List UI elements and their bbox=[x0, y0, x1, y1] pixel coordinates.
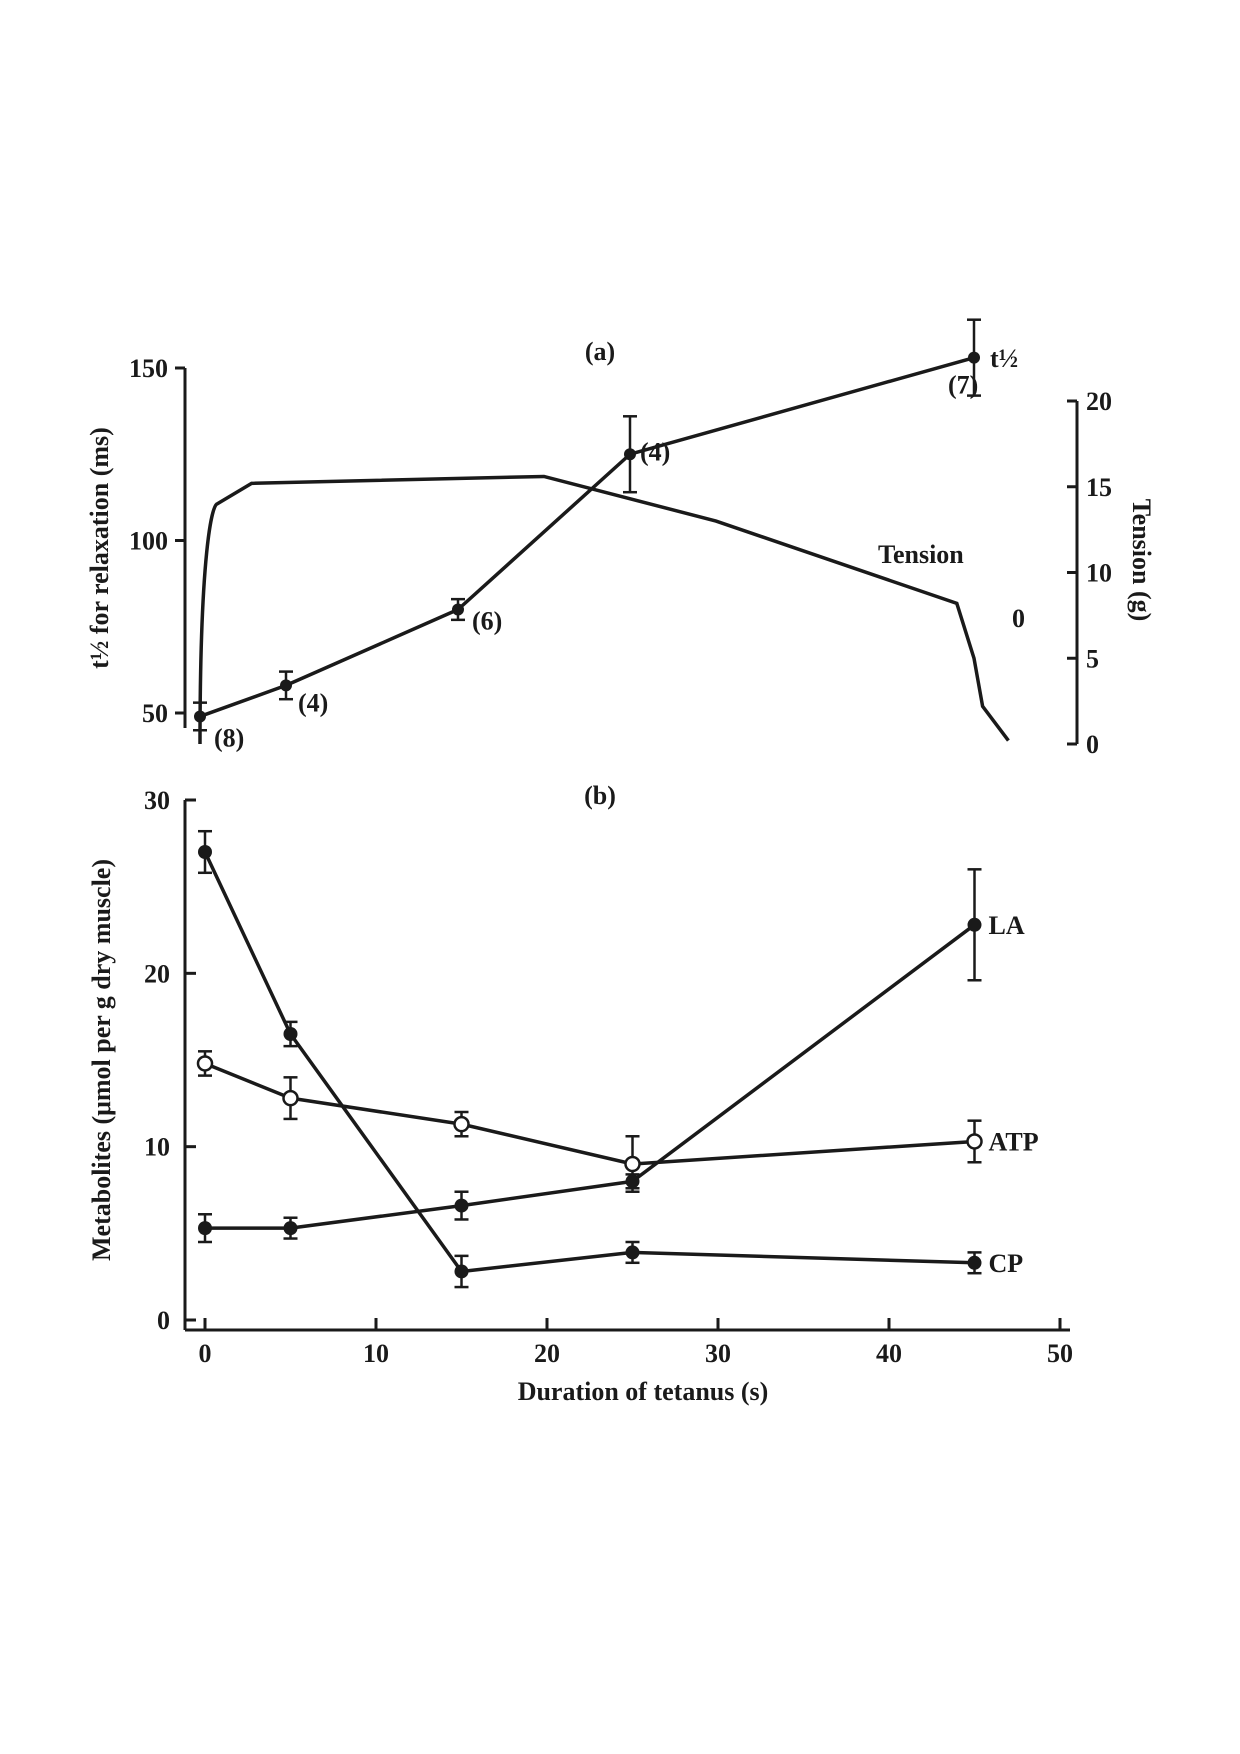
t-half-count-label: (4) bbox=[640, 437, 670, 466]
panel-b-x-tick-label: 20 bbox=[534, 1339, 560, 1368]
cp-point bbox=[967, 1255, 982, 1270]
panel-a-y-tick-label: 150 bbox=[129, 354, 168, 383]
la-series-label: LA bbox=[989, 911, 1025, 940]
panel-a-title: (a) bbox=[585, 337, 615, 366]
panel-b-x-tick-label: 50 bbox=[1047, 1339, 1073, 1368]
t-half-point bbox=[280, 679, 292, 692]
cp-point bbox=[454, 1264, 469, 1279]
panel-a: (a) 50 100 150 0 5 10 15 20 (8) (4) (6) (4) (7) Te… bbox=[85, 318, 1156, 759]
t-half-count-label: (4) bbox=[298, 688, 328, 717]
cp-point bbox=[283, 1027, 298, 1041]
cp-point bbox=[625, 1245, 640, 1260]
panel-a-y2-tick-label: 10 bbox=[1086, 559, 1112, 588]
panel-a-y-label: t½ for relaxation (ms) bbox=[85, 427, 114, 669]
panel-b-x-tick-label: 40 bbox=[876, 1339, 902, 1368]
panel-a-y2-label: Tension (g) bbox=[1127, 499, 1156, 622]
la-point bbox=[283, 1221, 298, 1236]
atp-point bbox=[282, 1089, 299, 1107]
panel-b-title: (b) bbox=[584, 781, 616, 810]
panel-b-y-tick-label: 0 bbox=[157, 1306, 170, 1335]
panel-b-y-tick-label: 30 bbox=[144, 786, 170, 815]
t-half-series: (8) (4) (6) (4) (7) bbox=[193, 318, 981, 752]
panel-b-x-label: Duration of tetanus (s) bbox=[518, 1377, 769, 1406]
panel-a-y-tick-label: 100 bbox=[129, 527, 168, 556]
panel-b-x-tick-label: 30 bbox=[705, 1339, 731, 1368]
cp-series-label: CP bbox=[989, 1249, 1024, 1278]
atp-series-label: ATP bbox=[989, 1127, 1039, 1156]
t-half-label: t½ bbox=[990, 344, 1018, 373]
panel-a-y2-ticks: 0 5 10 15 20 bbox=[1067, 387, 1112, 759]
panel-b-x-ticks: 0 10 20 30 40 50 bbox=[199, 1318, 1073, 1368]
tension-zero-label: 0 bbox=[1012, 604, 1025, 633]
tension-curve bbox=[198, 474, 1010, 745]
panel-a-y2-tick-label: 15 bbox=[1086, 473, 1112, 502]
panel-b-x-tick-label: 10 bbox=[363, 1339, 389, 1368]
atp-point bbox=[453, 1115, 470, 1133]
t-half-point bbox=[624, 448, 636, 461]
atp-point bbox=[196, 1055, 214, 1072]
panel-b-x-tick-label: 0 bbox=[199, 1339, 212, 1368]
cp-line bbox=[203, 851, 975, 1274]
panel-b-y-tick-label: 20 bbox=[144, 959, 170, 988]
la-point bbox=[454, 1198, 469, 1213]
panel-b-y-label: Metabolites (μmol per g dry muscle) bbox=[87, 859, 116, 1261]
t-half-count-label: (7) bbox=[948, 371, 978, 400]
panel-a-y2-tick-label: 5 bbox=[1086, 644, 1099, 673]
panel-b: (b) 0 10 20 30 0 10 20 30 40 50 LA ATP CP Metaboli… bbox=[87, 781, 1073, 1406]
metabolite-series: LA ATP CP bbox=[196, 829, 1039, 1289]
panel-a-y-ticks: 50 100 150 bbox=[129, 354, 185, 728]
t-half-count-label: (6) bbox=[472, 607, 502, 636]
cp-point bbox=[198, 845, 212, 859]
t-half-point bbox=[452, 603, 464, 616]
panel-a-y2-tick-label: 20 bbox=[1086, 387, 1112, 416]
atp-point bbox=[624, 1155, 641, 1173]
atp-point bbox=[966, 1133, 983, 1150]
la-point bbox=[198, 1221, 212, 1236]
tension-label: Tension bbox=[878, 540, 964, 569]
panel-b-y-tick-label: 10 bbox=[144, 1133, 170, 1162]
panel-a-y2-tick-label: 0 bbox=[1086, 730, 1099, 759]
panel-b-y-ticks: 0 10 20 30 bbox=[144, 786, 196, 1335]
panel-a-y-tick-label: 50 bbox=[142, 699, 168, 728]
t-half-line bbox=[199, 355, 975, 719]
la-point bbox=[967, 917, 982, 932]
t-half-point bbox=[968, 351, 980, 364]
t-half-point bbox=[194, 710, 206, 723]
t-half-count-label: (8) bbox=[214, 723, 244, 752]
